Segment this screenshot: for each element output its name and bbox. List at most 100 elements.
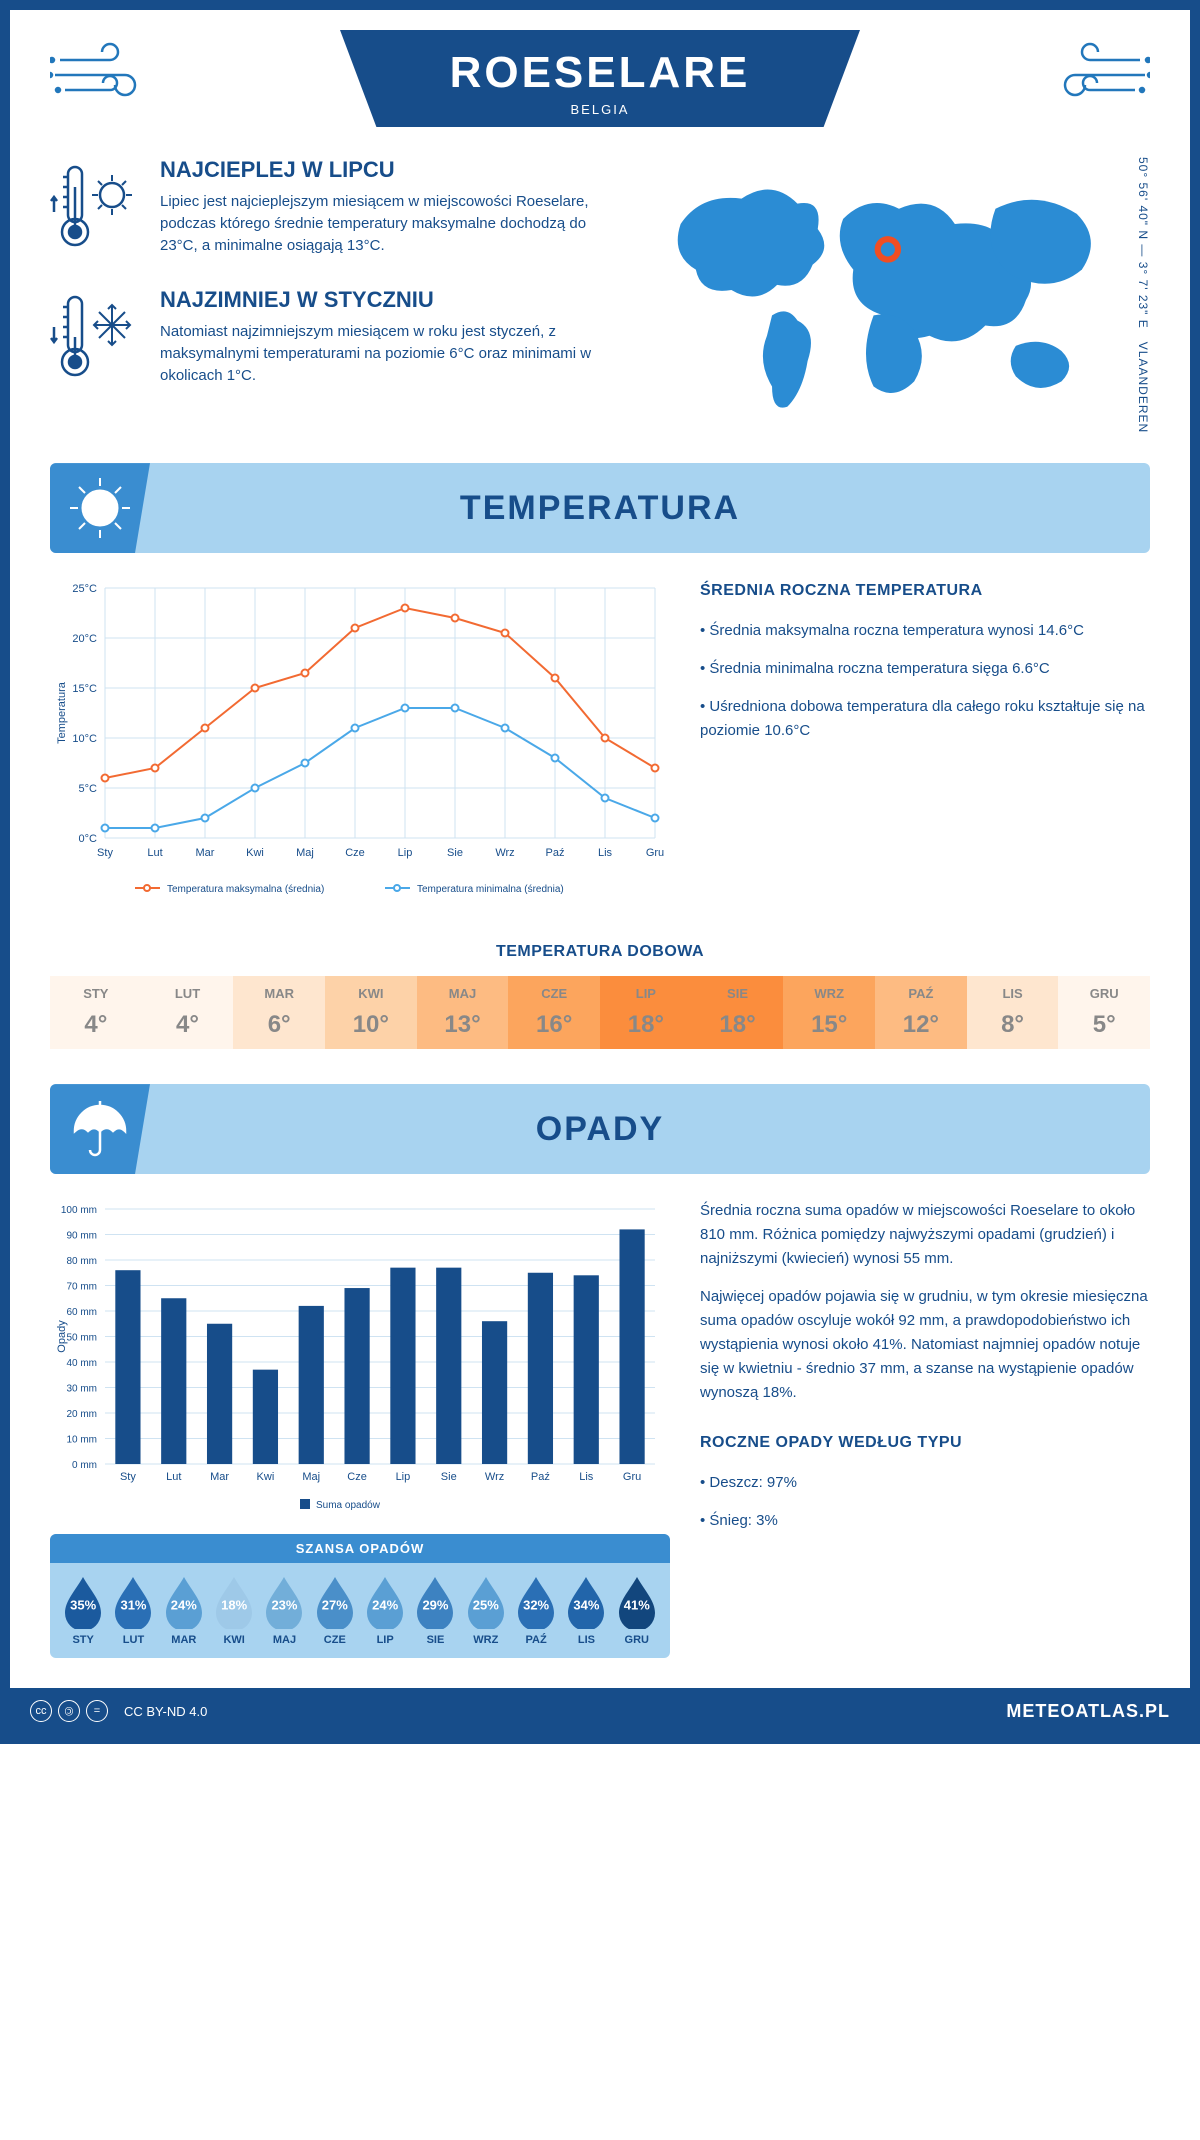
chance-drop: 31%LUT xyxy=(111,1575,155,1646)
svg-text:50 mm: 50 mm xyxy=(66,1333,97,1344)
svg-text:Lis: Lis xyxy=(598,847,613,859)
svg-text:Sie: Sie xyxy=(441,1471,457,1483)
svg-text:60 mm: 60 mm xyxy=(66,1307,97,1318)
svg-text:Gru: Gru xyxy=(623,1471,641,1483)
chance-drop: 24%LIP xyxy=(363,1575,407,1646)
daily-cell: MAR6° xyxy=(233,976,325,1049)
svg-text:80 mm: 80 mm xyxy=(66,1256,97,1267)
precip-chance-box: SZANSA OPADÓW 35%STY31%LUT24%MAR18%KWI23… xyxy=(50,1534,670,1658)
chance-drop: 34%LIS xyxy=(564,1575,608,1646)
svg-text:Maj: Maj xyxy=(302,1471,320,1483)
svg-text:Lis: Lis xyxy=(579,1471,594,1483)
svg-text:Cze: Cze xyxy=(347,1471,367,1483)
daily-cell: GRU5° xyxy=(1058,976,1150,1049)
precip-chart-row: 0 mm10 mm20 mm30 mm40 mm50 mm60 mm70 mm8… xyxy=(50,1199,1150,1658)
fact-cold-text: Natomiast najzimniejszym miesiącem w rok… xyxy=(160,321,610,386)
svg-text:Kwi: Kwi xyxy=(257,1471,275,1483)
svg-text:Paź: Paź xyxy=(546,847,565,859)
fact-hot-text: Lipiec jest najcieplejszym miesiącem w m… xyxy=(160,191,610,256)
chance-drop: 29%SIE xyxy=(413,1575,457,1646)
title-banner: ROESELARE BELGIA xyxy=(340,30,860,127)
precip-type-title: ROCZNE OPADY WEDŁUG TYPU xyxy=(700,1430,1150,1456)
license-text: CC BY-ND 4.0 xyxy=(124,1704,207,1719)
precip-bar-chart: 0 mm10 mm20 mm30 mm40 mm50 mm60 mm70 mm8… xyxy=(50,1199,670,1658)
svg-text:0°C: 0°C xyxy=(79,833,98,845)
world-map: 50° 56' 40" N — 3° 7' 23" E VLAANDEREN xyxy=(640,157,1150,433)
coordinates: 50° 56' 40" N — 3° 7' 23" E VLAANDEREN xyxy=(1136,157,1150,433)
svg-text:25°C: 25°C xyxy=(72,583,97,595)
precip-info: Średnia roczna suma opadów w miejscowośc… xyxy=(700,1199,1150,1658)
country-subtitle: BELGIA xyxy=(420,102,780,117)
svg-text:5°C: 5°C xyxy=(79,783,98,795)
section-title-temp: TEMPERATURA xyxy=(150,489,1150,528)
temp-chart-row: 0°C5°C10°C15°C20°C25°CStyLutMarKwiMajCze… xyxy=(50,578,1150,913)
section-banner-precip: OPADY xyxy=(50,1084,1150,1174)
precip-p2: Najwięcej opadów pojawia się w grudniu, … xyxy=(700,1285,1150,1405)
brand: METEOATLAS.PL xyxy=(1006,1701,1170,1722)
svg-text:Sty: Sty xyxy=(97,847,113,859)
temp-info-title: ŚREDNIA ROCZNA TEMPERATURA xyxy=(700,578,1150,604)
svg-text:Lip: Lip xyxy=(398,847,413,859)
svg-text:Lip: Lip xyxy=(396,1471,411,1483)
fact-hot-title: NAJCIEPLEJ W LIPCU xyxy=(160,157,610,183)
daily-cell: LUT4° xyxy=(142,976,234,1049)
svg-text:Temperatura maksymalna (średni: Temperatura maksymalna (średnia) xyxy=(167,884,324,895)
svg-text:Mar: Mar xyxy=(196,847,215,859)
thermometer-cold-icon xyxy=(50,287,140,392)
temp-info-b2: • Średnia minimalna roczna temperatura s… xyxy=(700,657,1150,681)
chance-drop: 25%WRZ xyxy=(464,1575,508,1646)
chance-drop: 24%MAR xyxy=(162,1575,206,1646)
section-title-precip: OPADY xyxy=(150,1110,1150,1149)
svg-text:Temperatura minimalna (średnia: Temperatura minimalna (średnia) xyxy=(417,884,564,895)
daily-temp-table: STY4°LUT4°MAR6°KWI10°MAJ13°CZE16°LIP18°S… xyxy=(50,976,1150,1049)
world-map-svg xyxy=(640,157,1128,433)
svg-text:Cze: Cze xyxy=(345,847,365,859)
precip-p1: Średnia roczna suma opadów w miejscowośc… xyxy=(700,1199,1150,1271)
header: ROESELARE BELGIA xyxy=(50,10,1150,157)
fact-cold: NAJZIMNIEJ W STYCZNIU Natomiast najzimni… xyxy=(50,287,610,392)
daily-temp-title: TEMPERATURA DOBOWA xyxy=(50,943,1150,961)
svg-text:Gru: Gru xyxy=(646,847,664,859)
climate-facts: NAJCIEPLEJ W LIPCU Lipiec jest najcieple… xyxy=(50,157,610,433)
fact-hot: NAJCIEPLEJ W LIPCU Lipiec jest najcieple… xyxy=(50,157,610,262)
svg-text:100 mm: 100 mm xyxy=(61,1205,97,1216)
wind-icon-right xyxy=(1040,40,1150,115)
precip-type-snow: • Śnieg: 3% xyxy=(700,1509,1150,1533)
svg-text:90 mm: 90 mm xyxy=(66,1231,97,1242)
cc-icon: cc xyxy=(30,1700,52,1722)
infographic-frame: ROESELARE BELGIA NAJCIEPLEJ W LIPCU Lipi… xyxy=(0,0,1200,1744)
svg-text:Suma opadów: Suma opadów xyxy=(316,1500,381,1511)
daily-cell: PAŹ12° xyxy=(875,976,967,1049)
svg-text:0 mm: 0 mm xyxy=(72,1460,97,1471)
daily-cell: STY4° xyxy=(50,976,142,1049)
svg-text:Wrz: Wrz xyxy=(485,1471,504,1483)
precip-type-rain: • Deszcz: 97% xyxy=(700,1471,1150,1495)
temp-info-b1: • Średnia maksymalna roczna temperatura … xyxy=(700,619,1150,643)
chance-drop: 18%KWI xyxy=(212,1575,256,1646)
daily-cell: KWI10° xyxy=(325,976,417,1049)
section-banner-temp: TEMPERATURA xyxy=(50,463,1150,553)
svg-text:20°C: 20°C xyxy=(72,633,97,645)
svg-text:10 mm: 10 mm xyxy=(66,1435,97,1446)
svg-text:Wrz: Wrz xyxy=(495,847,514,859)
svg-text:10°C: 10°C xyxy=(72,733,97,745)
chance-drops: 35%STY31%LUT24%MAR18%KWI23%MAJ27%CZE24%L… xyxy=(50,1563,670,1646)
svg-text:Paź: Paź xyxy=(531,1471,550,1483)
fact-cold-title: NAJZIMNIEJ W STYCZNIU xyxy=(160,287,610,313)
daily-cell: MAJ13° xyxy=(417,976,509,1049)
thermometer-hot-icon xyxy=(50,157,140,262)
top-row: NAJCIEPLEJ W LIPCU Lipiec jest najcieple… xyxy=(50,157,1150,433)
daily-cell: CZE16° xyxy=(508,976,600,1049)
daily-cell: LIS8° xyxy=(967,976,1059,1049)
svg-text:30 mm: 30 mm xyxy=(66,1384,97,1395)
svg-text:40 mm: 40 mm xyxy=(66,1358,97,1369)
chance-drop: 27%CZE xyxy=(313,1575,357,1646)
svg-text:Temperatura: Temperatura xyxy=(56,681,68,744)
chance-drop: 23%MAJ xyxy=(262,1575,306,1646)
footer: cc 🄯 = CC BY-ND 4.0 METEOATLAS.PL xyxy=(10,1688,1190,1734)
nd-icon: = xyxy=(86,1700,108,1722)
svg-text:70 mm: 70 mm xyxy=(66,1282,97,1293)
svg-text:Sie: Sie xyxy=(447,847,463,859)
svg-text:Sty: Sty xyxy=(120,1471,136,1483)
sun-icon xyxy=(50,463,150,553)
